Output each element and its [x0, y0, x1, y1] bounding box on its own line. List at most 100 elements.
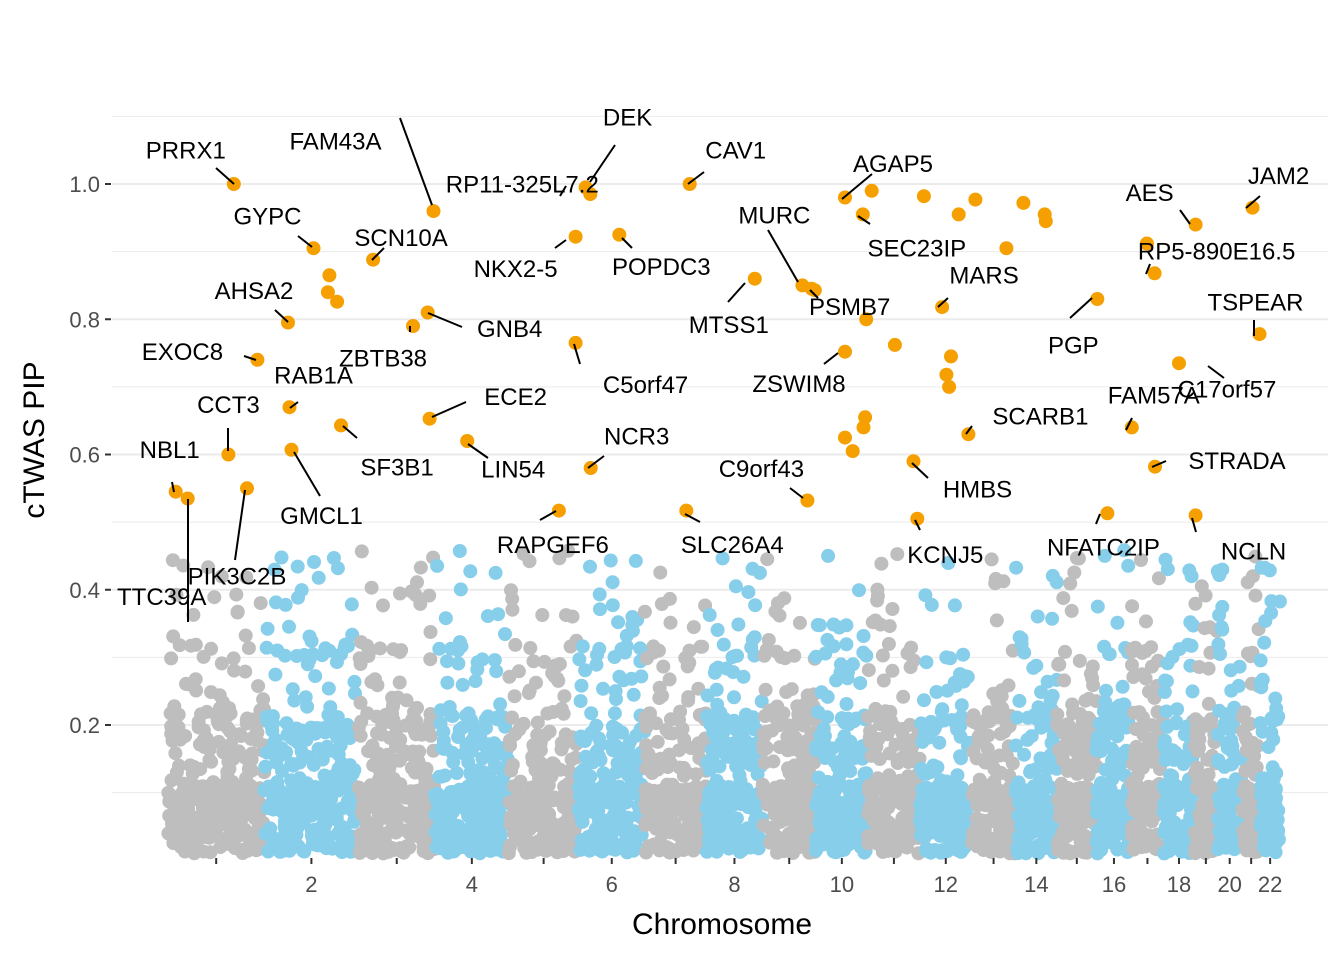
data-point-chr11 — [885, 602, 900, 616]
data-point-chr4 — [465, 734, 480, 749]
data-point-chr4 — [444, 641, 459, 656]
data-point-chr2 — [302, 653, 317, 668]
data-point-chr11 — [890, 547, 905, 562]
data-point-chr4 — [476, 765, 491, 780]
data-point-chr4 — [490, 712, 505, 727]
data-point-chr5 — [506, 806, 521, 821]
data-point-chr14 — [1020, 826, 1035, 841]
data-point-chr17 — [1124, 796, 1139, 811]
data-point-chr5 — [505, 710, 519, 725]
data-point-chr13 — [999, 748, 1014, 763]
data-point-chr5 — [568, 750, 583, 765]
data-point-chr7 — [681, 690, 696, 705]
data-point-chr7 — [667, 781, 682, 795]
data-point-chr2 — [263, 821, 278, 836]
data-point-chr2 — [322, 643, 337, 658]
data-point-chr3 — [384, 771, 399, 786]
data-point-chr7 — [637, 604, 652, 619]
data-point-chr7 — [654, 597, 669, 611]
data-point-chr22 — [1257, 635, 1272, 650]
y-axis: 0.2 0.4 0.6 0.8 1.0 — [69, 172, 111, 738]
data-point-chr3 — [361, 649, 376, 663]
data-point-chr18 — [1161, 844, 1176, 859]
data-point-chr14 — [1008, 738, 1023, 753]
data-point-chr6 — [573, 694, 588, 709]
data-point-chr9 — [765, 821, 780, 836]
data-point-chr4 — [481, 828, 496, 843]
leader-line — [621, 237, 633, 249]
data-point-chr10 — [843, 764, 858, 779]
data-point-chr8 — [720, 721, 735, 736]
data-point-chr22 — [1268, 845, 1283, 860]
data-point-chr18 — [1159, 674, 1174, 689]
data-point-chr13 — [972, 772, 987, 787]
data-point-chr11 — [866, 829, 881, 844]
data-point-chr11 — [875, 796, 890, 811]
data-point-chr12 — [921, 787, 936, 802]
data-point-chr6 — [593, 792, 608, 807]
data-point-chr11 — [868, 613, 883, 628]
data-point-chr5 — [552, 657, 567, 672]
data-point-chr16 — [1090, 736, 1105, 751]
data-point-chr1 — [234, 729, 249, 743]
gene-label-popdc3: POPDC3 — [612, 254, 711, 281]
data-point-chr20 — [1215, 599, 1230, 614]
data-point-chr8 — [706, 797, 721, 811]
data-point-chr3 — [354, 804, 369, 819]
data-point-chr12 — [942, 799, 957, 813]
data-point-chr21 — [1248, 588, 1263, 603]
data-point-chr3 — [394, 643, 409, 658]
data-point-chr1 — [204, 685, 218, 700]
data-point-chr7 — [672, 791, 687, 806]
data-point-chr15 — [1056, 591, 1071, 606]
data-point-chr15 — [1070, 746, 1085, 761]
data-point-chr6 — [633, 641, 648, 656]
data-point-chr11 — [883, 713, 898, 728]
gene-label-ncln: NCLN — [1221, 539, 1286, 566]
data-point-chr14 — [1009, 560, 1024, 575]
gene-label-gnb4: GNB4 — [477, 316, 542, 343]
data-point-chr7 — [653, 565, 668, 580]
data-point-chr6 — [607, 706, 622, 721]
data-point-chr1 — [211, 712, 226, 726]
data-point-chr12 — [934, 845, 948, 860]
data-point-chr15 — [1078, 693, 1093, 708]
data-point-chr13 — [981, 728, 996, 743]
data-point-chr4 — [459, 708, 474, 723]
data-point-chr1 — [238, 664, 253, 679]
data-point-chr10 — [816, 803, 831, 818]
data-point-chr12 — [929, 685, 944, 699]
data-point-chr4 — [498, 627, 512, 642]
data-point-chr15 — [1056, 725, 1071, 740]
gene-label-hmbs: HMBS — [943, 477, 1012, 504]
x-tick-label: 22 — [1258, 872, 1282, 897]
data-point-chr6 — [578, 663, 593, 678]
data-point-chr3 — [385, 815, 400, 830]
data-point-chr9 — [756, 742, 771, 757]
data-point-chr3 — [353, 695, 368, 710]
y-axis-title: cTWAS PIP — [18, 361, 51, 518]
data-point-chr16 — [1116, 697, 1131, 712]
data-point-chr6 — [574, 764, 589, 779]
data-point-chr9 — [791, 765, 806, 780]
data-point-chr9 — [784, 682, 799, 697]
data-point-chr4 — [474, 723, 489, 737]
data-point-chr1 — [201, 560, 216, 575]
data-point-chr2 — [261, 801, 276, 816]
data-point-chr6 — [603, 553, 618, 568]
data-point-chr18 — [1176, 757, 1191, 771]
data-point-chr1 — [194, 707, 208, 722]
significant-point-nfatc2ip — [1100, 506, 1115, 521]
data-point-chr8 — [734, 744, 749, 759]
data-point-chr1 — [236, 749, 251, 764]
data-point-chr5 — [508, 637, 523, 652]
gene-label-aes: AES — [1126, 180, 1174, 207]
data-point-chr22 — [1269, 766, 1284, 781]
data-point-chr2 — [294, 744, 309, 759]
data-point-chr6 — [603, 778, 618, 793]
data-point-chr1 — [204, 754, 219, 769]
data-point-chr13 — [984, 552, 999, 567]
data-point-chr18 — [1165, 769, 1180, 784]
data-point-chr5 — [515, 788, 530, 802]
data-point-chr11 — [888, 737, 903, 752]
